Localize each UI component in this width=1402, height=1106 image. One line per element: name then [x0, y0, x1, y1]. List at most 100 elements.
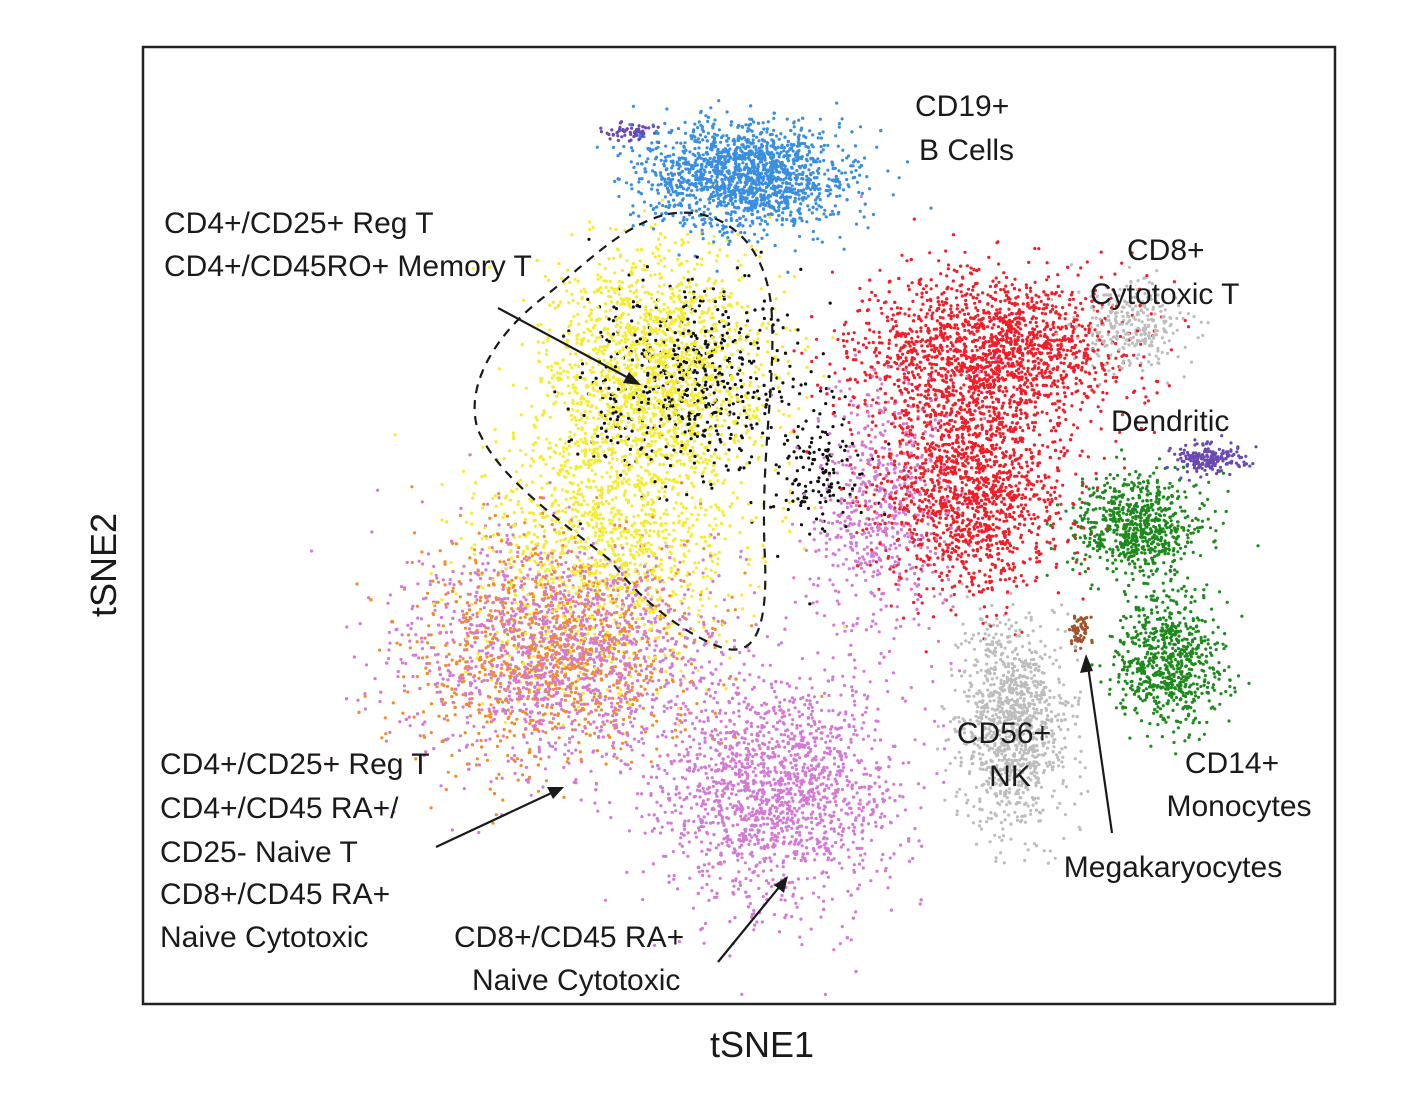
point-naive-t — [583, 552, 587, 556]
point-naive-t-orange- — [488, 709, 492, 714]
point-cd56-nk — [1103, 344, 1107, 348]
point-cd8-cytotoxic-t — [1058, 294, 1062, 298]
point-naive-t — [441, 677, 445, 681]
point-naive-t — [850, 583, 854, 588]
point-cd8-cytotoxic-t — [984, 497, 988, 501]
point-cd4-memory-reg-t — [735, 395, 739, 399]
point-naive-t — [830, 459, 835, 463]
point-naive-t — [439, 615, 444, 620]
point-naive-t — [695, 788, 700, 792]
point-memory-t-black- — [672, 448, 676, 452]
point-cd19-b-cells — [768, 133, 772, 137]
point-cd56-nk — [988, 642, 992, 647]
point-cd4-memory-reg-t — [756, 337, 760, 341]
point-cd8-cytotoxic-t — [1045, 366, 1049, 371]
point-cd4-memory-reg-t — [738, 412, 742, 416]
point-naive-t-orange- — [550, 643, 555, 647]
point-cd4-memory-reg-t — [709, 568, 713, 572]
point-cd4-memory-reg-t — [519, 448, 523, 452]
point-cd14-monocytes — [1175, 702, 1179, 707]
point-memory-t-black- — [740, 395, 744, 399]
point-naive-t — [882, 446, 887, 450]
point-naive-t — [888, 856, 892, 860]
point-cd4-memory-reg-t — [754, 395, 758, 399]
point-cd14-monocytes — [1122, 667, 1126, 672]
point-cd4-memory-reg-t — [698, 345, 703, 349]
point-cd4-memory-reg-t — [666, 441, 670, 446]
point-cd4-memory-reg-t — [757, 418, 761, 422]
point-naive-t-orange- — [630, 685, 634, 689]
point-cd8-cytotoxic-t — [1076, 389, 1080, 393]
point-cd56-nk — [1064, 703, 1068, 707]
point-cd8-cytotoxic-t — [943, 331, 947, 335]
point-cd4-memory-reg-t — [548, 328, 552, 332]
point-naive-t — [699, 665, 704, 669]
point-cd8-cytotoxic-t — [949, 530, 953, 535]
point-naive-t — [782, 816, 786, 820]
point-cd4-memory-reg-t — [569, 319, 573, 324]
point-cd8-cytotoxic-t — [1063, 317, 1067, 321]
point-cd14-monocytes — [1148, 492, 1152, 496]
point-cd19-b-cells — [726, 187, 731, 191]
point-naive-t — [903, 534, 907, 538]
point-naive-t — [909, 686, 913, 690]
point-cd8-cytotoxic-t — [925, 587, 929, 591]
point-cd14-monocytes — [1155, 710, 1159, 714]
point-cd8-cytotoxic-t — [955, 303, 960, 307]
point-cd8-cytotoxic-t — [1035, 324, 1039, 328]
point-cd14-monocytes — [1071, 506, 1075, 510]
point-naive-t-orange- — [733, 608, 737, 612]
point-cd56-nk — [1050, 765, 1054, 769]
point-cd8-cytotoxic-t — [975, 348, 979, 352]
point-cd4-memory-reg-t — [774, 297, 778, 301]
point-cd8-cytotoxic-t — [1018, 425, 1022, 429]
point-naive-t — [836, 787, 841, 792]
point-cd4-memory-reg-t — [625, 542, 629, 546]
point-cd14-monocytes — [1137, 606, 1141, 610]
point-naive-t — [869, 504, 873, 509]
point-naive-t — [768, 780, 772, 785]
point-cd14-monocytes — [1111, 554, 1115, 558]
point-cd8-cytotoxic-t — [890, 396, 894, 400]
point-naive-t — [790, 522, 795, 526]
point-naive-t-orange- — [458, 659, 462, 663]
point-naive-t — [863, 522, 868, 526]
point-naive-t — [798, 833, 802, 837]
point-cd4-memory-reg-t — [567, 301, 571, 305]
point-cd4-memory-reg-t — [620, 439, 624, 443]
point-cd56-nk — [1058, 701, 1062, 705]
point-cd8-cytotoxic-t — [1043, 312, 1048, 316]
point-cd8-cytotoxic-t — [1005, 412, 1010, 417]
point-megakaryocytes — [1084, 631, 1088, 636]
point-cd4-memory-reg-t — [715, 406, 719, 410]
point-cd8-cytotoxic-t — [1077, 349, 1081, 353]
point-cd4-memory-reg-t — [601, 517, 605, 521]
point-cd4-memory-reg-t — [573, 277, 577, 281]
point-cd8-cytotoxic-t — [963, 328, 967, 333]
point-cd4-memory-reg-t — [652, 319, 656, 323]
point-naive-t-orange- — [506, 753, 510, 758]
point-cd4-memory-reg-t — [569, 496, 573, 501]
point-cd14-monocytes — [1079, 562, 1083, 566]
point-naive-t — [825, 796, 829, 800]
point-cd8-cytotoxic-t — [1080, 449, 1084, 453]
point-cd4-memory-reg-t — [480, 474, 484, 479]
point-naive-t — [439, 784, 443, 788]
point-cd4-memory-reg-t — [623, 489, 628, 493]
point-naive-t — [638, 704, 642, 708]
point-cd4-memory-reg-t — [703, 334, 707, 338]
point-memory-t-black- — [608, 417, 613, 421]
point-cd56-nk — [1029, 618, 1033, 622]
point-naive-t-orange- — [569, 684, 573, 688]
point-memory-t-black- — [824, 402, 828, 406]
point-cd56-nk — [1043, 700, 1047, 704]
point-cd19-b-cells — [649, 203, 653, 208]
point-memory-t-black- — [619, 434, 623, 438]
point-naive-t — [679, 706, 683, 711]
point-cd4-memory-reg-t — [673, 419, 677, 423]
point-naive-t — [737, 775, 742, 779]
point-cd8-cytotoxic-t — [831, 403, 835, 408]
point-naive-t — [949, 661, 953, 666]
point-cd4-memory-reg-t — [623, 439, 627, 443]
point-cd56-nk — [936, 724, 940, 729]
